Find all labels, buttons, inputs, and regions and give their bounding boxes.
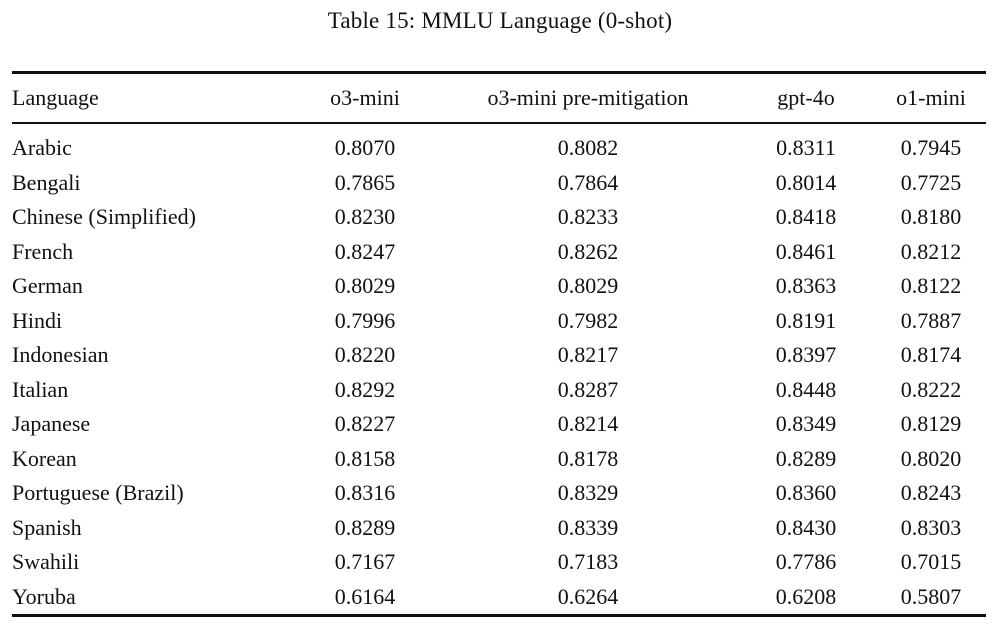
cell-score: 0.8289 bbox=[334, 514, 396, 540]
cell-score: 0.8178 bbox=[557, 445, 619, 471]
cell-language: Arabic bbox=[12, 135, 72, 161]
cell-score: 0.8129 bbox=[900, 411, 962, 437]
cell-score: 0.8316 bbox=[334, 480, 396, 506]
table-row: Hindi 0.7996 0.7982 0.8191 0.7887 bbox=[12, 304, 986, 339]
cell-score: 0.8289 bbox=[775, 445, 837, 471]
column-header-model: o3-mini bbox=[330, 85, 400, 110]
table-row: Spanish 0.8289 0.8339 0.8430 0.8303 bbox=[12, 511, 986, 546]
column-header-model: o3-mini pre-mitigation bbox=[487, 85, 689, 110]
cell-score: 0.8014 bbox=[775, 169, 837, 195]
cell-score: 0.8070 bbox=[334, 135, 396, 161]
column-header-language: Language bbox=[12, 85, 99, 110]
cell-score: 0.8212 bbox=[900, 238, 962, 264]
cell-score: 0.8122 bbox=[900, 273, 962, 299]
cell-score: 0.7786 bbox=[775, 549, 837, 575]
cell-score: 0.8082 bbox=[557, 135, 619, 161]
cell-score: 0.8243 bbox=[900, 480, 962, 506]
cell-score: 0.8397 bbox=[775, 342, 837, 368]
cell-language: German bbox=[12, 273, 83, 299]
table-row: Portuguese (Brazil) 0.8316 0.8329 0.8360 0.8… bbox=[12, 476, 986, 511]
cell-language: French bbox=[12, 238, 74, 264]
table-row: Swahili 0.7167 0.7183 0.7786 0.7015 bbox=[12, 545, 986, 580]
cell-score: 0.8247 bbox=[334, 238, 396, 264]
cell-score: 0.8214 bbox=[557, 411, 619, 437]
cell-score: 0.7865 bbox=[334, 169, 396, 195]
mmlu-language-table: Language o3-mini o3-mini pre-mitigation gpt… bbox=[12, 71, 986, 617]
cell-score: 0.8430 bbox=[775, 514, 837, 540]
table-row: German 0.8029 0.8029 0.8363 0.8122 bbox=[12, 269, 986, 304]
cell-score: 0.5807 bbox=[900, 583, 962, 609]
table-row: Arabic 0.8070 0.8082 0.8311 0.7945 bbox=[12, 123, 986, 166]
cell-score: 0.8311 bbox=[776, 135, 836, 161]
cell-language: Spanish bbox=[12, 514, 82, 540]
table-row: Japanese 0.8227 0.8214 0.8349 0.8129 bbox=[12, 407, 986, 442]
cell-language: Japanese bbox=[12, 411, 91, 437]
cell-score: 0.8360 bbox=[775, 480, 837, 506]
cell-score: 0.8222 bbox=[900, 376, 962, 402]
cell-score: 0.8339 bbox=[557, 514, 619, 540]
column-header-model: gpt-4o bbox=[777, 85, 835, 110]
cell-score: 0.7167 bbox=[334, 549, 396, 575]
cell-score: 0.8158 bbox=[334, 445, 396, 471]
cell-language: Hindi bbox=[12, 307, 63, 333]
cell-score: 0.8217 bbox=[557, 342, 619, 368]
table-row: Korean 0.8158 0.8178 0.8289 0.8020 bbox=[12, 442, 986, 477]
cell-score: 0.8191 bbox=[775, 307, 837, 333]
table-row: Italian 0.8292 0.8287 0.8448 0.8222 bbox=[12, 373, 986, 408]
cell-language: Portuguese (Brazil) bbox=[12, 480, 184, 506]
cell-score: 0.8418 bbox=[775, 204, 837, 230]
cell-score: 0.7887 bbox=[900, 307, 962, 333]
table-row: Chinese (Simplified) 0.8230 0.8233 0.8418 0.… bbox=[12, 200, 986, 235]
table-row: Yoruba 0.6164 0.6264 0.6208 0.5807 bbox=[12, 580, 986, 616]
cell-score: 0.8349 bbox=[775, 411, 837, 437]
cell-score: 0.8174 bbox=[900, 342, 962, 368]
cell-score: 0.6164 bbox=[334, 583, 396, 609]
cell-language: Yoruba bbox=[12, 583, 76, 609]
cell-language: Chinese (Simplified) bbox=[12, 204, 196, 230]
cell-language: Italian bbox=[12, 376, 69, 402]
column-header-model: o1-mini bbox=[896, 85, 966, 110]
cell-score: 0.8448 bbox=[775, 376, 837, 402]
cell-score: 0.7183 bbox=[557, 549, 619, 575]
cell-score: 0.8233 bbox=[557, 204, 619, 230]
cell-score: 0.7725 bbox=[900, 169, 962, 195]
cell-score: 0.6264 bbox=[557, 583, 619, 609]
cell-score: 0.8292 bbox=[334, 376, 396, 402]
cell-language: Indonesian bbox=[12, 342, 109, 368]
cell-score: 0.8220 bbox=[334, 342, 396, 368]
cell-score: 0.8461 bbox=[775, 238, 837, 264]
table-row: French 0.8247 0.8262 0.8461 0.8212 bbox=[12, 235, 986, 270]
cell-score: 0.7864 bbox=[557, 169, 619, 195]
cell-score: 0.7996 bbox=[334, 307, 396, 333]
cell-score: 0.7945 bbox=[900, 135, 962, 161]
cell-score: 0.8180 bbox=[900, 204, 962, 230]
cell-language: Swahili bbox=[12, 549, 80, 575]
table-caption: Table 15: MMLU Language (0-shot) bbox=[327, 8, 673, 33]
cell-score: 0.8029 bbox=[557, 273, 619, 299]
cell-score: 0.8029 bbox=[334, 273, 396, 299]
cell-score: 0.8329 bbox=[557, 480, 619, 506]
cell-score: 0.8303 bbox=[900, 514, 962, 540]
cell-score: 0.8230 bbox=[334, 204, 396, 230]
cell-score: 0.8363 bbox=[775, 273, 837, 299]
cell-score: 0.8287 bbox=[557, 376, 619, 402]
cell-score: 0.7982 bbox=[557, 307, 619, 333]
table-header-row: Language o3-mini o3-mini pre-mitigation gpt… bbox=[12, 73, 986, 123]
cell-score: 0.6208 bbox=[775, 583, 837, 609]
table-row: Indonesian 0.8220 0.8217 0.8397 0.8174 bbox=[12, 338, 986, 373]
cell-language: Bengali bbox=[12, 169, 81, 195]
cell-score: 0.8020 bbox=[900, 445, 962, 471]
cell-score: 0.7015 bbox=[900, 549, 962, 575]
cell-score: 0.8227 bbox=[334, 411, 396, 437]
table-row: Bengali 0.7865 0.7864 0.8014 0.7725 bbox=[12, 166, 986, 201]
cell-language: Korean bbox=[12, 445, 77, 471]
cell-score: 0.8262 bbox=[557, 238, 619, 264]
